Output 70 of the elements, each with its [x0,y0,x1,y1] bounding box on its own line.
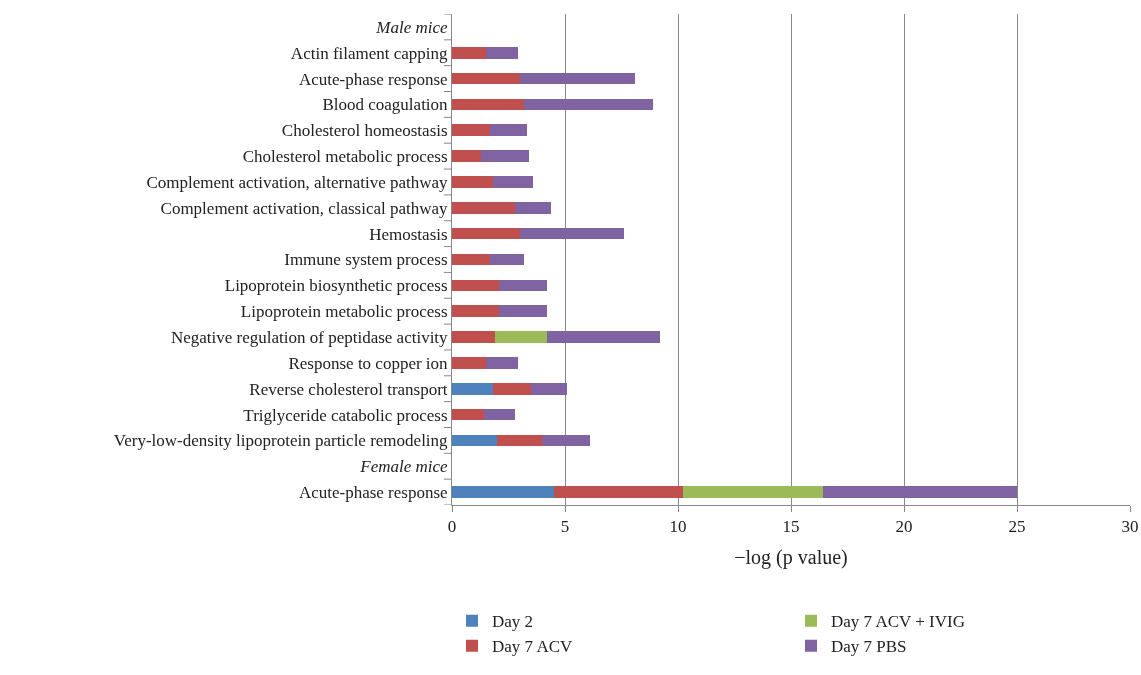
bar [452,202,516,214]
y-tick-label: Complement activation, classical pathway [160,198,449,218]
bar [531,382,568,395]
bar [452,357,486,369]
bar [452,176,493,188]
x-tick-label: 15 [782,517,800,537]
y-tick-label: Triglyceride catabolic process [243,405,448,425]
bar [519,72,636,85]
bar [499,279,547,292]
y-tick-label: Complement activation, alternative pathway [146,172,449,192]
y-tick-label: Very-low-density lipoprotein particle remodeling [113,431,449,451]
x-tick-label: 20 [895,517,913,537]
y-tick-label: Lipoprotein metabolic process [240,302,448,322]
y-tick-label: Male mice [375,17,449,37]
bar [485,46,518,59]
bar [519,227,624,240]
bar [515,202,552,214]
legend-label: Day 7 ACV + IVIG [831,612,965,632]
bar [492,382,532,395]
bar [452,98,525,111]
bar [452,305,500,317]
x-axis-title: −log (p value) [734,545,848,569]
bar [553,486,683,498]
y-tick-label: Actin filament capping [290,43,449,63]
x-tick-label: 10 [669,517,687,537]
bar [452,46,486,59]
y-tick-label: Female mice [359,457,449,477]
x-tick-label: 0 [447,517,457,537]
bar [452,279,500,292]
y-tick-label: Acute-phase response [298,69,448,89]
bar [494,331,547,343]
y-tick-label: Reverse cholesterol transport [249,379,448,399]
bar [499,305,547,317]
bar [483,408,516,421]
bar [452,382,493,395]
y-tick-label: Cholesterol metabolic process [242,147,448,167]
bar [452,253,491,266]
bar [452,227,520,240]
x-tick-label: 30 [1121,517,1139,537]
y-tick-label: Acute-phase response [298,483,448,503]
legend-label: Day 7 ACV [492,637,573,657]
x-tick-label: 5 [560,517,570,537]
bar [546,331,660,343]
bar [492,176,534,188]
bar [490,124,527,137]
legend-label: Day 7 PBS [831,637,907,657]
legend-label: Day 2 [492,612,534,632]
y-tick-label: Blood coagulation [322,95,449,115]
bar [682,486,823,498]
y-tick-label: Negative regulation of peptidase activity [170,327,449,347]
y-tick-label: Hemostasis [369,224,448,244]
bar [452,124,491,137]
y-tick-label: Cholesterol homeostasis [281,121,448,141]
bar [452,150,482,162]
bar [822,486,1017,498]
y-tick-label: Lipoprotein biosynthetic process [224,276,448,296]
bar [542,434,590,447]
y-tick-label: Immune system process [284,250,448,270]
bar [452,331,495,343]
bar [452,72,520,85]
x-tick-label: 25 [1008,517,1026,537]
bar [452,408,484,421]
bar [497,434,543,447]
bar [524,98,654,111]
y-tick-label: Response to copper ion [288,353,449,373]
bar [481,150,529,162]
bar [485,357,518,369]
bar [452,486,554,498]
bar [452,434,498,447]
bar [490,253,525,266]
